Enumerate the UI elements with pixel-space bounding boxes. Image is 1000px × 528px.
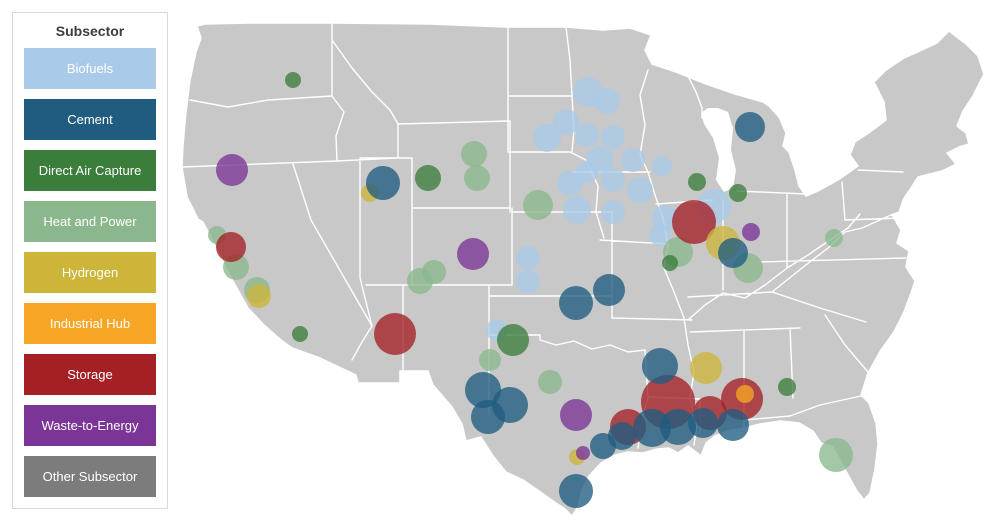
legend-item-biofuels[interactable]: Biofuels [24,48,156,89]
bubble-direct-air-capture[interactable] [415,165,441,191]
bubble-hydrogen[interactable] [247,284,271,308]
bubble-direct-air-capture[interactable] [688,173,706,191]
bubble-direct-air-capture[interactable] [497,324,529,356]
bubble-biofuels[interactable] [575,123,599,147]
bubble-storage[interactable] [216,232,246,262]
bubble-hydrogen[interactable] [690,352,722,384]
legend-item-label: Hydrogen [61,265,119,280]
bubble-biofuels[interactable] [627,177,653,203]
bubble-cement[interactable] [465,372,501,408]
bubble-waste-to-energy[interactable] [576,446,590,460]
bubble-direct-air-capture[interactable] [729,184,747,202]
bubble-heat-and-power[interactable] [825,229,843,247]
legend-item-heat-and-power[interactable]: Heat and Power [24,201,156,242]
bubble-biofuels[interactable] [563,196,591,224]
legend-items: Biofuels Cement Direct Air Capture Heat and… [13,48,167,497]
bubble-biofuels[interactable] [533,124,561,152]
bubble-cement[interactable] [366,166,400,200]
bubble-storage[interactable] [672,200,716,244]
bubble-direct-air-capture[interactable] [662,255,678,271]
bubble-cement[interactable] [608,422,636,450]
lake-michigan [701,108,736,192]
bubble-cement[interactable] [688,408,718,438]
bubble-heat-and-power[interactable] [464,165,490,191]
bubble-heat-and-power[interactable] [479,349,501,371]
legend-item-cement[interactable]: Cement [24,99,156,140]
bubble-biofuels[interactable] [557,170,583,196]
bubble-cement[interactable] [735,112,765,142]
legend-title: Subsector [55,23,125,39]
bubble-biofuels[interactable] [621,148,645,172]
bubble-biofuels[interactable] [652,156,672,176]
bubble-biofuels[interactable] [516,246,540,270]
legend-item-storage[interactable]: Storage [24,354,156,395]
bubble-waste-to-energy[interactable] [742,223,760,241]
bubble-heat-and-power[interactable] [523,190,553,220]
bubble-heat-and-power[interactable] [538,370,562,394]
bubble-cement[interactable] [718,238,748,268]
bubble-waste-to-energy[interactable] [457,238,489,270]
legend-item-label: Storage [67,367,113,382]
bubble-cement[interactable] [471,400,505,434]
legend-item-hydrogen[interactable]: Hydrogen [24,252,156,293]
bubble-waste-to-energy[interactable] [560,399,592,431]
bubble-direct-air-capture[interactable] [285,72,301,88]
bubble-industrial-hub[interactable] [736,385,754,403]
legend-item-direct-air-capture[interactable]: Direct Air Capture [24,150,156,191]
legend-item-label: Waste-to-Energy [41,418,139,433]
bubble-biofuels[interactable] [601,200,625,224]
bubble-storage[interactable] [374,313,416,355]
bubble-cement[interactable] [660,409,696,445]
legend-item-label: Other Subsector [42,469,138,484]
legend-item-label: Biofuels [66,61,114,76]
bubble-biofuels[interactable] [553,109,579,135]
bubble-heat-and-power[interactable] [819,438,853,472]
legend-item-label: Direct Air Capture [38,163,142,178]
bubble-biofuels[interactable] [649,224,671,246]
legend-item-other-subsector[interactable]: Other Subsector [24,456,156,497]
bubble-layer [208,72,853,508]
legend-item-label: Heat and Power [43,214,137,229]
legend-item-waste-to-energy[interactable]: Waste-to-Energy [24,405,156,446]
legend-item-label: Industrial Hub [49,316,131,331]
bubble-heat-and-power[interactable] [422,260,446,284]
bubble-biofuels[interactable] [601,168,625,192]
bubble-cement[interactable] [559,286,593,320]
bubble-biofuels[interactable] [516,270,540,294]
bubble-cement[interactable] [633,409,671,447]
bubble-cement[interactable] [593,274,625,306]
bubble-biofuels[interactable] [594,88,620,114]
legend-item-label: Cement [67,112,113,127]
legend-item-industrial-hub[interactable]: Industrial Hub [24,303,156,344]
bubble-cement[interactable] [717,409,749,441]
bubble-waste-to-energy[interactable] [216,154,248,186]
bubble-direct-air-capture[interactable] [778,378,796,396]
legend-panel: Subsector Biofuels Cement Direct Air Captu… [12,12,168,509]
bubble-heat-and-power[interactable] [461,141,487,167]
bubble-cement[interactable] [559,474,593,508]
bubble-cement[interactable] [642,348,678,384]
bubble-direct-air-capture[interactable] [292,326,308,342]
bubble-biofuels[interactable] [601,125,625,149]
